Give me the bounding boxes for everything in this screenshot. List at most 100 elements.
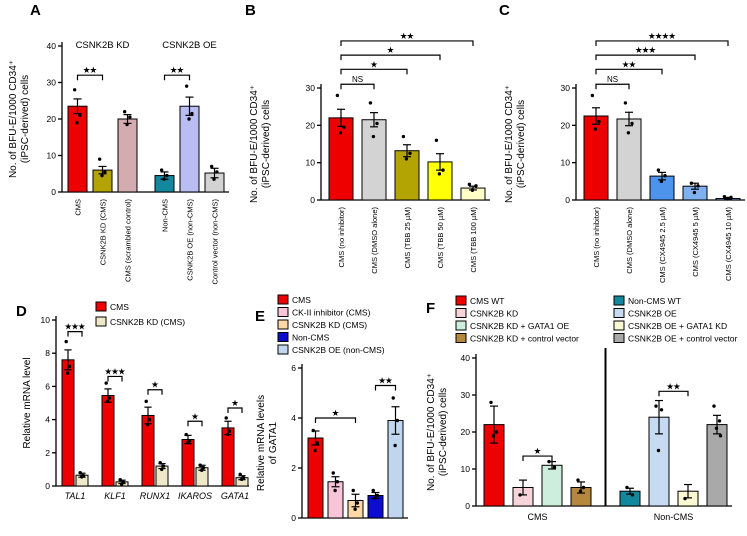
data-point — [623, 101, 628, 105]
y-axis-label: (iPSC-derived) cells — [261, 100, 272, 188]
significance-label: ★★★ — [65, 322, 86, 331]
data-point — [593, 127, 598, 131]
bar — [361, 119, 387, 201]
data-point — [395, 418, 400, 423]
significance-bracket — [163, 74, 191, 81]
data-point — [441, 168, 445, 172]
data-point — [437, 172, 442, 176]
data-point — [659, 408, 664, 412]
y-tick-label: 20 — [461, 427, 471, 437]
x-tick-label: CMS (TBB 50 µM) — [436, 207, 445, 269]
legend-label: Non-CMS WT — [628, 296, 681, 306]
significance-bracket — [147, 389, 163, 395]
significance-bracket — [107, 375, 123, 382]
panel-b-label: B — [245, 2, 256, 19]
panel-f-label: F — [426, 300, 436, 317]
legend-label: CSNK2B OE + GATA1 KD — [628, 321, 727, 331]
data-point — [373, 496, 377, 500]
data-point — [371, 488, 375, 493]
significance-label: NS — [607, 75, 618, 84]
significance-label: ★ — [371, 60, 379, 69]
data-point — [375, 121, 379, 126]
data-point — [311, 428, 315, 433]
legend-label: CSNK2B KD + GATA1 OE — [470, 321, 569, 331]
data-point — [160, 467, 164, 472]
data-point — [120, 482, 124, 487]
data-point — [729, 195, 733, 200]
x-tick-label: CSNK2B KD (CMS) — [99, 199, 108, 266]
legend-label: CSNK2B KD + control vector — [470, 334, 579, 344]
data-point — [103, 170, 107, 174]
significance-bracket — [595, 40, 729, 46]
data-point — [689, 181, 694, 185]
data-point — [78, 113, 82, 118]
y-axis-label: of GATA1 — [268, 421, 279, 464]
legend-swatch — [613, 295, 625, 306]
significance-bracket — [314, 417, 357, 423]
y-tick-label: 0 — [565, 195, 570, 205]
panel-a-label: A — [30, 2, 41, 19]
legend-label: CSNK2B OE — [628, 309, 677, 319]
y-tick-label: 20 — [306, 120, 316, 130]
data-point — [722, 194, 727, 199]
panel-c: 0 10 20 30 No. of BFU-E/1000 CD34⁺ (iPSC-deri… — [492, 0, 747, 290]
significance-label: ★ — [152, 380, 160, 389]
data-point — [401, 134, 406, 139]
y-tick-label: 40 — [461, 353, 471, 363]
bar — [541, 464, 563, 507]
data-point — [80, 475, 84, 479]
group-label: CMS — [528, 512, 548, 522]
significance-label: ★ — [332, 409, 340, 418]
data-point — [186, 441, 190, 445]
significance-bracket — [374, 384, 397, 391]
data-point — [355, 501, 360, 505]
data-point — [474, 184, 478, 188]
data-point — [491, 434, 496, 438]
panel-b-chart: 0 10 20 30 No. of BFU-E/1000 CD34⁺ (iPSC-deri… — [249, 31, 490, 274]
y-tick-label: 20 — [47, 114, 57, 124]
data-point — [597, 119, 601, 124]
data-point — [467, 182, 472, 187]
significance-label: ★ — [232, 398, 240, 407]
group-title: CSNK2B KD — [76, 40, 130, 51]
y-tick-label: 10 — [306, 158, 316, 168]
data-point — [552, 465, 557, 469]
data-point — [146, 422, 150, 427]
significance-label: ★★ — [622, 60, 637, 69]
data-point — [224, 416, 228, 420]
significance-label: ★★★ — [635, 46, 656, 55]
x-tick-label: CMS (TBB 25 µM) — [403, 207, 412, 269]
data-point — [147, 417, 152, 422]
data-point — [590, 93, 595, 98]
significance-bracket — [522, 455, 553, 462]
significance-bracket — [595, 68, 663, 75]
y-tick-label: 10 — [47, 151, 57, 161]
legend-label: CMS — [292, 295, 311, 305]
x-tick-label: CMS — [74, 199, 83, 216]
legend-swatch — [277, 307, 289, 317]
significance-label: ★ — [387, 46, 395, 55]
data-point — [683, 496, 687, 501]
category-label: KLF1 — [104, 491, 126, 501]
data-point — [391, 396, 395, 400]
y-tick-label: 0 — [45, 481, 50, 491]
significance-label: ★★ — [83, 66, 98, 75]
data-point — [714, 426, 719, 430]
panel-f-chart: 0 10 20 30 40 No. of BFU-E/1000 CD34⁺ (iPSC-de… — [426, 295, 738, 522]
y-tick-label: 4 — [291, 413, 296, 423]
x-tick-label: CMS (CX4945 10 µM) — [724, 207, 733, 281]
x-tick-label: CMS (TBB 100 µM) — [469, 207, 478, 273]
significance-label: ★★★ — [105, 367, 126, 376]
data-point — [630, 121, 634, 126]
data-point — [161, 464, 166, 468]
panel-e: 0 2 4 6 Relative mRNA levels of GATA1 ★ ★★ CMS CK… — [250, 290, 420, 536]
y-axis-label: (iPSC-derived) cells — [516, 100, 527, 188]
legend-label: CSNK2B KD (CMS) — [292, 320, 367, 330]
data-point — [128, 115, 132, 119]
data-point — [494, 430, 499, 434]
data-point — [100, 173, 104, 178]
x-tick-label: CMS (CX4945 2.5 µM) — [658, 207, 667, 284]
data-point — [375, 493, 380, 498]
data-point — [335, 93, 340, 98]
legend-swatch — [277, 319, 289, 330]
